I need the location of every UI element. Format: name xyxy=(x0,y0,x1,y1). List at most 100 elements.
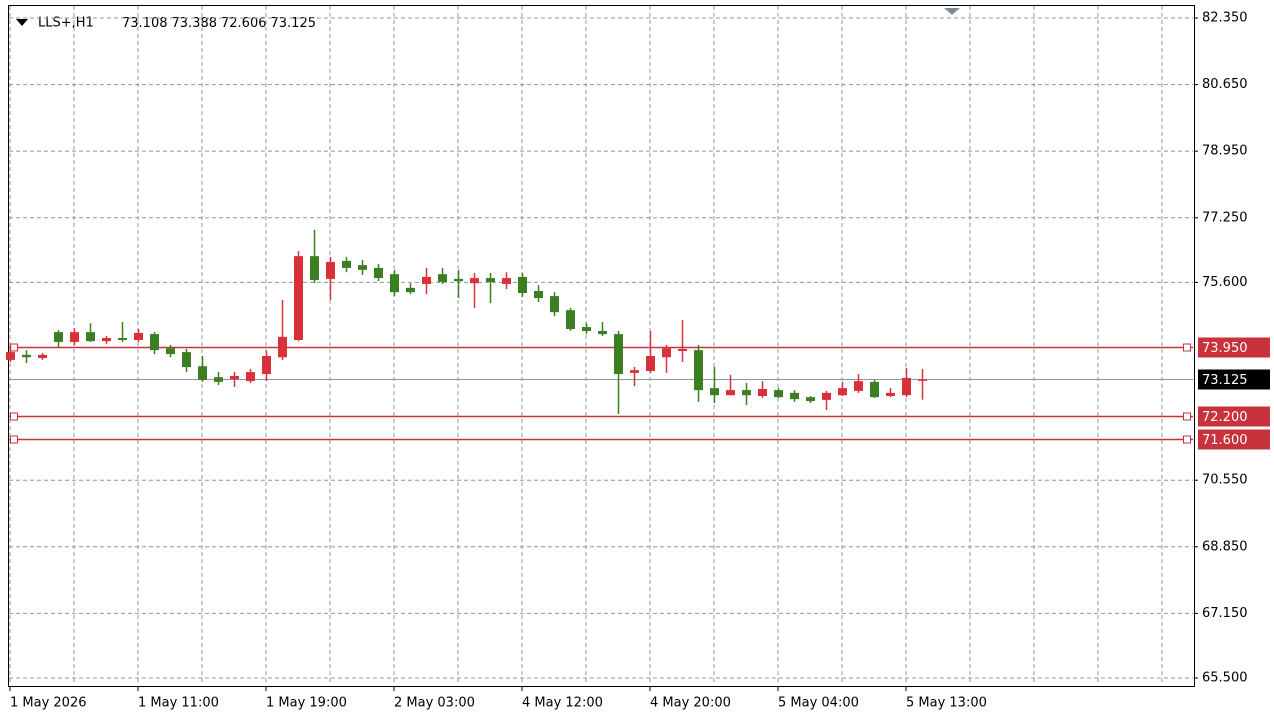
candle-body xyxy=(550,296,559,313)
ohlc-value: 72.606 xyxy=(221,16,267,31)
candle-body xyxy=(806,397,815,402)
candle-body xyxy=(326,262,335,279)
x-tick-label: 5 May 13:00 xyxy=(906,696,987,711)
candle-body xyxy=(486,278,495,283)
candle-body xyxy=(502,278,511,284)
candle-body xyxy=(70,332,79,342)
menu-arrow[interactable] xyxy=(16,19,28,26)
ohlc-value: 73.388 xyxy=(172,16,218,31)
candle-body xyxy=(918,379,927,381)
candle-body xyxy=(358,265,367,270)
candle-body xyxy=(390,274,399,293)
shift-marker xyxy=(944,8,960,15)
y-tick-label: 77.250 xyxy=(1202,210,1248,225)
candle-body xyxy=(678,348,687,351)
y-tick-label: 65.500 xyxy=(1202,671,1248,686)
last-price-label: 73.125 xyxy=(1202,373,1248,388)
candle-body xyxy=(790,392,799,400)
level-label: 72.200 xyxy=(1202,410,1248,425)
last-price-box xyxy=(1198,369,1270,390)
y-tick-label: 70.550 xyxy=(1202,473,1248,488)
candle-body xyxy=(422,276,431,284)
candle-body xyxy=(246,372,255,382)
candle-body xyxy=(310,256,319,281)
x-tick-label: 5 May 04:00 xyxy=(778,696,859,711)
candle-body xyxy=(822,392,831,400)
x-tick-label: 1 May 2026 xyxy=(10,696,87,711)
level-handle xyxy=(10,412,18,421)
candle-body xyxy=(710,388,719,396)
candle-body xyxy=(38,354,47,358)
candle-body xyxy=(150,334,159,351)
candle-body xyxy=(614,334,623,375)
candle-body xyxy=(86,332,95,342)
candle-body xyxy=(726,390,735,396)
plot-frame xyxy=(8,5,1195,687)
level-handle xyxy=(1183,343,1191,352)
candle-body xyxy=(694,350,703,391)
candle-body xyxy=(198,366,207,380)
candle-body xyxy=(838,388,847,396)
candle-body xyxy=(182,352,191,368)
candle-body xyxy=(294,256,303,340)
candle-body xyxy=(470,278,479,284)
x-tick-label: 1 May 11:00 xyxy=(138,696,219,711)
y-tick-label: 80.650 xyxy=(1202,77,1248,92)
level-handle xyxy=(1183,412,1191,421)
candle-body xyxy=(774,390,783,398)
candle-body xyxy=(166,348,175,355)
candle-body xyxy=(886,392,895,396)
candle-body xyxy=(214,377,223,382)
candle-body xyxy=(262,356,271,375)
y-tick-label: 75.600 xyxy=(1202,275,1248,290)
level-handle xyxy=(10,343,18,352)
candle-body xyxy=(582,327,591,331)
level-label: 71.600 xyxy=(1202,433,1248,448)
level-label: 73.950 xyxy=(1202,341,1248,356)
level-label-box xyxy=(1198,429,1270,450)
x-tick-label: 4 May 20:00 xyxy=(650,696,731,711)
candle-body xyxy=(646,356,655,371)
candle-body xyxy=(758,388,767,396)
y-tick-label: 78.950 xyxy=(1202,144,1248,159)
candle-body xyxy=(534,291,543,299)
candle-body xyxy=(662,348,671,358)
candle-body xyxy=(902,377,911,396)
x-tick-label: 2 May 03:00 xyxy=(394,696,475,711)
candle-body xyxy=(870,381,879,398)
x-tick-label: 1 May 19:00 xyxy=(266,696,347,711)
x-tick-label: 4 May 12:00 xyxy=(522,696,603,711)
candle-body xyxy=(230,376,239,380)
candle-body xyxy=(374,267,383,279)
candle-body xyxy=(630,370,639,373)
level-label-box xyxy=(1198,337,1270,358)
candle-body xyxy=(566,310,575,330)
ohlc-header: 73.108 73.388 72.606 73.125 xyxy=(122,16,316,31)
level-label-box xyxy=(1198,406,1270,427)
candle-body xyxy=(598,330,607,335)
candle-body xyxy=(278,336,287,358)
y-tick-label: 67.150 xyxy=(1202,606,1248,621)
candle-body xyxy=(22,354,31,358)
candle-body xyxy=(854,381,863,391)
level-handle xyxy=(1183,435,1191,444)
candle-body xyxy=(102,338,111,342)
candle-body xyxy=(54,332,63,342)
y-tick-label: 68.850 xyxy=(1202,539,1248,554)
ohlc-value: 73.108 xyxy=(122,16,168,31)
candle-body xyxy=(742,390,751,396)
candle-body xyxy=(454,278,463,282)
candle-body xyxy=(134,332,143,340)
candle-body xyxy=(518,276,527,293)
candle-body xyxy=(118,338,127,340)
level-handle xyxy=(10,435,18,444)
candle-body xyxy=(342,260,351,268)
candle-body xyxy=(406,287,415,293)
chart-title: LLS+,H1 xyxy=(38,16,94,31)
y-tick-label: 82.350 xyxy=(1202,11,1248,26)
candle-body xyxy=(438,274,447,283)
ohlc-value: 73.125 xyxy=(271,16,317,31)
candle-body xyxy=(6,352,15,360)
